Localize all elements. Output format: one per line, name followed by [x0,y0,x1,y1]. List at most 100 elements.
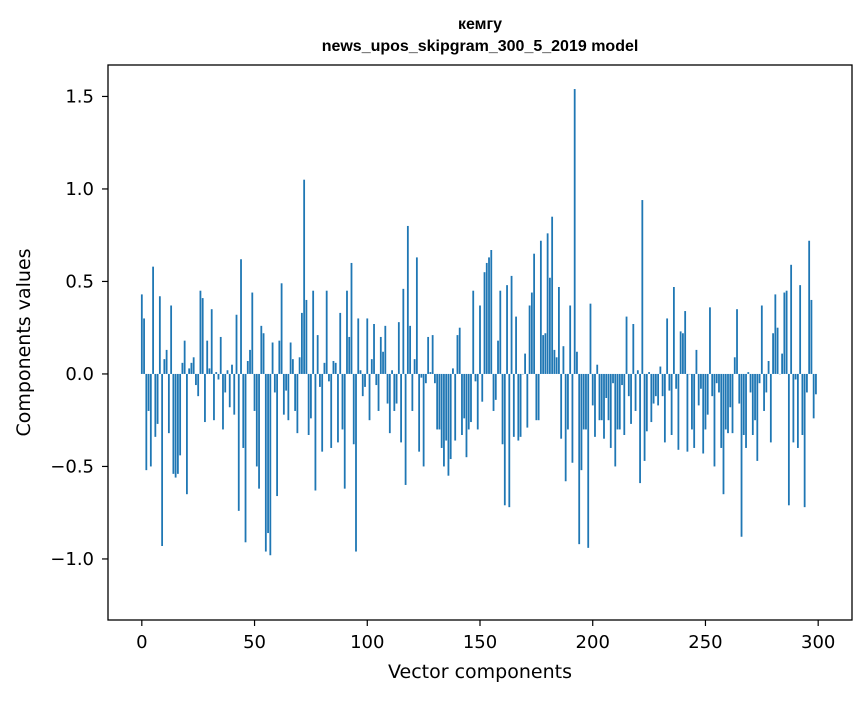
bar-82 [326,291,328,374]
bar-23 [193,357,195,374]
bar-236 [673,287,675,374]
bar-289 [792,374,794,442]
bar-297 [811,300,813,374]
bar-157 [495,374,497,400]
bar-49 [251,293,253,374]
bar-266 [741,374,743,537]
bar-214 [623,374,625,435]
bar-240 [682,333,684,374]
bar-203 [599,374,601,420]
bar-179 [544,333,546,374]
bar-245 [693,374,695,448]
bar-280 [772,333,774,374]
bar-47 [247,361,249,374]
bar-242 [687,374,689,452]
bar-262 [732,374,734,433]
bar-163 [508,374,510,507]
bar-122 [416,257,418,374]
bar-238 [678,374,680,450]
bar-126 [425,374,427,383]
bar-103 [373,324,375,374]
bar-128 [430,372,432,374]
bar-218 [632,324,634,374]
bar-131 [436,374,438,430]
bar-38 [227,370,229,374]
bar-171 [526,374,528,428]
bar-58 [272,343,274,374]
bar-45 [242,374,244,448]
x-axis-label: Vector components [388,661,572,683]
bar-74 [308,374,310,435]
bar-263 [734,357,736,374]
chart-title: кемгу [458,16,502,33]
bar-37 [224,374,226,393]
bar-225 [648,372,650,374]
bar-250 [705,374,707,430]
bar-235 [671,374,673,435]
bar-261 [729,374,731,407]
bar-116 [402,289,404,374]
bar-247 [698,374,700,405]
bar-7 [157,374,159,424]
bar-52 [258,374,260,489]
bar-153 [486,263,488,374]
bar-192 [574,89,576,374]
bar-94 [353,374,355,444]
bar-105 [378,374,380,411]
bar-252 [709,307,711,374]
bar-158 [497,341,499,374]
bar-40 [231,365,233,374]
bar-255 [716,374,718,383]
bar-106 [380,337,382,374]
bar-89 [342,374,344,430]
bar-234 [668,374,670,391]
bar-2 [145,374,147,470]
bar-215 [626,317,628,374]
bar-110 [389,374,391,433]
bar-93 [351,263,353,374]
bar-182 [551,217,553,374]
bar-114 [398,322,400,374]
bar-291 [797,374,799,448]
bar-71 [301,313,303,374]
bar-41 [233,374,235,415]
x-tick-label-6: 300 [801,632,835,653]
bar-166 [515,317,517,374]
bar-32 [213,374,215,420]
bar-35 [220,337,222,374]
y-tick-label-3: 0.5 [65,271,94,292]
bar-22 [191,363,193,374]
bar-96 [357,318,359,374]
bar-187 [563,346,565,374]
bar-98 [362,374,364,396]
bar-20 [186,374,188,494]
bar-251 [707,374,709,415]
bar-92 [348,337,350,374]
bar-221 [639,374,641,483]
y-tick-label-2: 0.0 [65,364,94,385]
bar-244 [691,374,693,430]
bar-140 [457,335,459,374]
bar-133 [441,374,443,448]
bar-275 [761,306,763,374]
bar-16 [177,374,179,474]
bar-249 [702,374,704,454]
bar-80 [321,374,323,452]
bar-139 [454,374,456,441]
bar-85 [333,361,335,374]
bar-294 [804,374,806,507]
bar-27 [202,298,204,374]
bar-67 [292,359,294,374]
bar-265 [738,374,740,404]
bar-282 [777,328,779,374]
bar-228 [655,374,657,396]
bar-231 [662,374,664,396]
bar-72 [303,180,305,374]
bar-226 [650,374,652,422]
bar-130 [434,374,436,383]
bar-253 [711,374,713,396]
bar-6 [154,374,156,437]
bar-279 [770,374,772,442]
